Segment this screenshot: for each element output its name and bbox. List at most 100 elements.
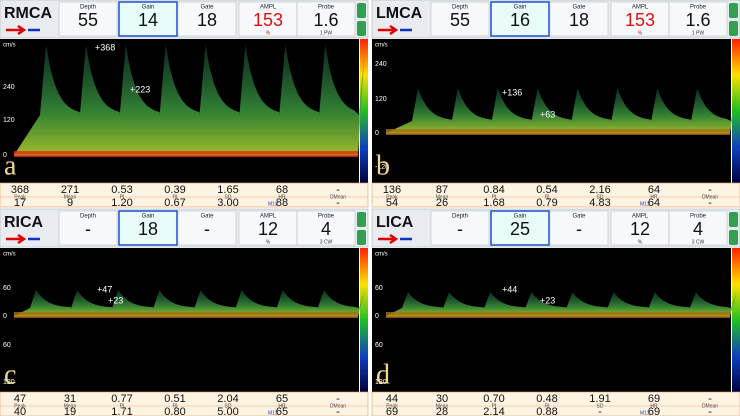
stat-bottom: 69	[386, 406, 398, 416]
scroll-down[interactable]	[357, 21, 366, 36]
field-sub: 3 CW	[692, 239, 705, 245]
color-bar	[360, 248, 368, 392]
stat-bottom: -	[598, 406, 602, 416]
stat-bottom: -	[336, 406, 340, 416]
field-value: 16	[510, 10, 530, 30]
vessel-name: RICA	[4, 214, 44, 231]
field-value: 153	[625, 10, 655, 30]
vessel-name: RMCA	[4, 5, 52, 22]
stat-bottom: 1.71	[111, 406, 132, 416]
stat-bottom: 54	[386, 197, 398, 209]
field-sub: %	[266, 239, 271, 245]
axis-unit: cm/s	[3, 43, 16, 49]
annotation: +368	[95, 42, 115, 52]
annotation: +136	[502, 87, 522, 97]
axis-label: 60	[375, 285, 383, 292]
annotation: +23	[108, 295, 123, 305]
stat-bottom: -	[336, 197, 340, 209]
color-bar	[732, 248, 740, 392]
field-value: 55	[450, 10, 470, 30]
annotation: +23	[540, 295, 555, 305]
axis-label: 240	[375, 61, 387, 68]
stat-bottom: -	[708, 197, 712, 209]
field-sub: %	[638, 30, 643, 36]
stat-bottom: 17	[14, 197, 26, 209]
field-sub: %	[638, 239, 643, 245]
panel-letter: b	[376, 150, 390, 181]
scroll-down[interactable]	[357, 230, 366, 245]
field-sub: 1 PW	[320, 30, 333, 36]
annotation: +223	[130, 84, 150, 94]
stat-bottom: 3.00	[217, 197, 238, 209]
panel: LICADepth-Gain25Gate-AMPL12%Probe43 CWcm…	[372, 209, 740, 416]
axis-label: 120	[375, 96, 387, 103]
stat-bottom: 0.67	[164, 197, 185, 209]
field-value: 12	[258, 219, 278, 239]
baseline-band	[14, 151, 358, 157]
stat-bottom: 4.83	[589, 197, 610, 209]
vessel-name: LICA	[376, 214, 414, 231]
panel-letter: a	[4, 150, 17, 181]
axis-label: 0	[3, 313, 7, 320]
field-value: 25	[510, 219, 530, 239]
field-value: -	[204, 219, 210, 239]
field-value: 55	[78, 10, 98, 30]
field-value: -	[576, 219, 582, 239]
axis-label: 120	[3, 117, 15, 124]
axis-unit: cm/s	[375, 252, 388, 258]
field-value: 153	[253, 10, 283, 30]
axis-unit: cm/s	[375, 43, 388, 49]
doppler-screen: RMCADepth55Gain14Gate18AMPL153%Probe1.61…	[0, 0, 740, 416]
field-sub: 1 PW	[692, 30, 705, 36]
stat-bottom: 0.80	[164, 406, 185, 416]
baseline-band	[386, 312, 730, 318]
scroll-up[interactable]	[357, 3, 366, 18]
field-value: -	[457, 219, 463, 239]
hr-marker: M11	[268, 201, 278, 207]
field-sub: 3 CW	[320, 239, 333, 245]
axis-label: 60	[375, 342, 383, 349]
stat-bottom: 1.68	[483, 197, 504, 209]
annotation: +44	[502, 284, 517, 294]
hr-marker: M11	[640, 410, 650, 416]
scroll-up[interactable]	[729, 212, 738, 227]
field-value: 1.6	[313, 10, 338, 30]
axis-label: 60	[3, 342, 11, 349]
vessel-name: LMCA	[376, 5, 423, 22]
scroll-down[interactable]	[729, 230, 738, 245]
field-value: 12	[630, 219, 650, 239]
spectrum	[372, 248, 731, 392]
stat-bottom: 88	[276, 197, 288, 209]
stat-bottom: 0.79	[536, 197, 557, 209]
axis-unit: cm/s	[3, 252, 16, 258]
stat-bottom: -	[708, 406, 712, 416]
stat-bottom: 40	[14, 406, 26, 416]
stat-bottom: 1.20	[111, 197, 132, 209]
stat-bottom: 2.14	[483, 406, 504, 416]
stat-bottom: 28	[436, 406, 448, 416]
field-value: 18	[569, 10, 589, 30]
field-value: 4	[693, 219, 703, 239]
spectrum	[0, 248, 359, 392]
field-value: -	[85, 219, 91, 239]
field-value: 14	[138, 10, 158, 30]
stat-bottom: 5.00	[217, 406, 238, 416]
scroll-down[interactable]	[729, 21, 738, 36]
stat-bottom: 65	[276, 406, 288, 416]
panel-letter: c	[4, 359, 16, 390]
annotation: +63	[540, 109, 555, 119]
panel-letter: d	[376, 359, 390, 390]
field-value: 4	[321, 219, 331, 239]
axis-label: 0	[375, 313, 379, 320]
stat-bottom: 64	[648, 197, 660, 209]
axis-label: 0	[375, 130, 379, 137]
field-sub: %	[266, 30, 271, 36]
stat-bottom: 0.88	[536, 406, 557, 416]
annotation: +47	[97, 284, 112, 294]
scroll-up[interactable]	[729, 3, 738, 18]
scroll-up[interactable]	[357, 212, 366, 227]
baseline-band	[14, 312, 358, 318]
stat-bottom: 26	[436, 197, 448, 209]
